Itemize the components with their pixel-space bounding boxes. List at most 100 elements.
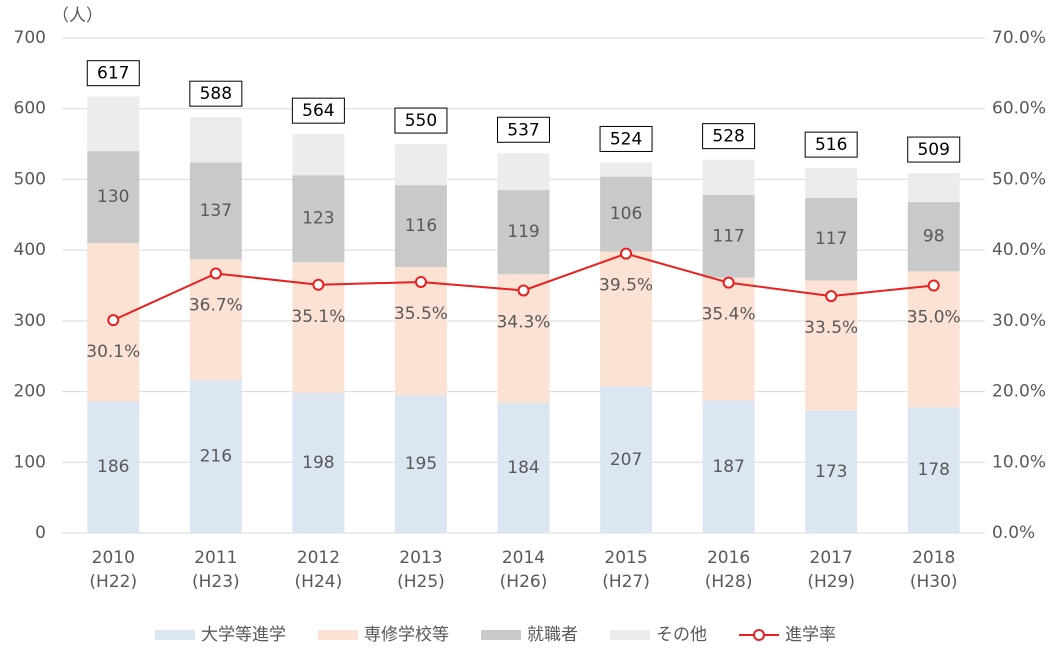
bar-segment	[600, 162, 653, 177]
y2-tick-label: 0.0%	[992, 523, 1035, 543]
bar-segment	[907, 173, 960, 203]
x-tick-label: 2011	[194, 548, 237, 568]
bar-segment	[292, 392, 345, 533]
legend-swatch	[155, 630, 195, 640]
x-tick-sublabel: (H26)	[500, 572, 548, 592]
x-tick-label: 2015	[604, 548, 647, 568]
line-value-label: 34.3%	[496, 312, 550, 332]
bar-value-label: 116	[405, 216, 437, 236]
y-tick-label: 600	[14, 99, 46, 119]
total-box	[291, 97, 345, 124]
line-point	[927, 279, 940, 292]
bar-value-label: 186	[97, 457, 129, 477]
bar-value-label: 98	[923, 227, 945, 247]
bar-value-label: 117	[815, 229, 847, 249]
bar-value-label: 123	[302, 209, 334, 229]
bar-value-label: 117	[712, 226, 744, 246]
bar-segment	[394, 185, 447, 268]
legend-swatch	[481, 630, 521, 640]
x-tick-label: 2016	[707, 548, 750, 568]
bar-segment	[189, 380, 242, 533]
legend-swatch	[610, 630, 650, 640]
total-box	[497, 116, 550, 143]
y-tick-label: 400	[14, 240, 46, 260]
bar-value-label: 119	[507, 222, 539, 242]
bar-segment	[805, 168, 858, 198]
legend-label: 進学率	[785, 625, 836, 645]
line-point	[107, 314, 120, 327]
line-point	[312, 278, 325, 291]
x-tick-label: 2017	[810, 548, 853, 568]
legend-item: 大学等進学	[155, 625, 286, 645]
total-label: 617	[97, 64, 129, 84]
y-axis-label: （人）	[52, 6, 103, 26]
total-label: 537	[507, 120, 539, 140]
line-value-label: 35.1%	[291, 307, 345, 327]
total-label: 524	[610, 129, 642, 149]
y-tick-label: 200	[14, 382, 46, 402]
bar-value-label: 173	[815, 462, 847, 482]
legend-label: 大学等進学	[201, 625, 286, 645]
x-tick-label: 2013	[399, 548, 442, 568]
bar-value-label: 198	[302, 453, 334, 473]
bar-segment	[189, 259, 242, 381]
total-label: 588	[200, 84, 232, 104]
total-label: 516	[815, 135, 847, 155]
bar-segment	[87, 96, 140, 152]
bar-segment	[702, 277, 755, 401]
bar-segment	[702, 159, 755, 195]
legend-label: その他	[656, 625, 707, 645]
y-tick-label: 500	[14, 169, 46, 189]
legend-swatch	[318, 630, 358, 640]
bar-value-label: 106	[610, 204, 642, 224]
legend-item: 進学率	[739, 625, 836, 645]
legend-marker	[753, 629, 765, 641]
legend-item: その他	[610, 625, 707, 645]
bar-segment	[87, 401, 140, 533]
bar-segment	[907, 407, 960, 533]
legend-label: 就職者	[527, 625, 578, 645]
legend-item: 専修学校等	[318, 625, 449, 645]
bar-segment	[805, 197, 858, 281]
bar-segment	[600, 386, 653, 533]
y2-tick-label: 30.0%	[992, 311, 1046, 331]
legend-item: 就職者	[481, 625, 578, 645]
bar-segment	[497, 153, 550, 191]
bar-segment	[702, 400, 755, 533]
total-box	[394, 107, 448, 134]
bar-segment	[497, 402, 550, 533]
x-tick-label: 2014	[502, 548, 545, 568]
x-tick-sublabel: (H24)	[295, 572, 343, 592]
line-point	[209, 267, 222, 280]
bar-segment	[394, 267, 447, 396]
y2-tick-label: 40.0%	[992, 240, 1046, 260]
bar-segment	[600, 251, 653, 387]
bar-value-label: 137	[200, 201, 232, 221]
bar-value-label: 195	[405, 454, 437, 474]
total-box	[804, 131, 858, 158]
bar-segment	[805, 280, 858, 411]
line-value-label: 35.5%	[394, 304, 448, 324]
bar-segment	[907, 271, 960, 408]
line-point	[825, 290, 838, 303]
x-tick-label: 2018	[912, 548, 955, 568]
total-label: 550	[405, 111, 437, 131]
y2-tick-label: 20.0%	[992, 382, 1046, 402]
y-tick-label: 300	[14, 311, 46, 331]
line-point	[517, 284, 530, 297]
bar-segment	[907, 202, 960, 272]
x-tick-label: 2010	[92, 548, 135, 568]
bar-segment	[497, 190, 550, 275]
x-tick-sublabel: (H30)	[910, 572, 958, 592]
bar-value-label: 184	[507, 458, 539, 478]
total-label: 564	[302, 101, 334, 121]
line-value-label: 33.5%	[804, 318, 858, 338]
x-tick-sublabel: (H25)	[397, 572, 445, 592]
y-tick-label: 100	[14, 452, 46, 472]
bar-segment	[292, 175, 345, 263]
y2-tick-label: 60.0%	[992, 99, 1046, 119]
line-value-label: 30.1%	[86, 342, 140, 362]
y-tick-label: 700	[14, 28, 46, 48]
x-tick-sublabel: (H29)	[807, 572, 855, 592]
